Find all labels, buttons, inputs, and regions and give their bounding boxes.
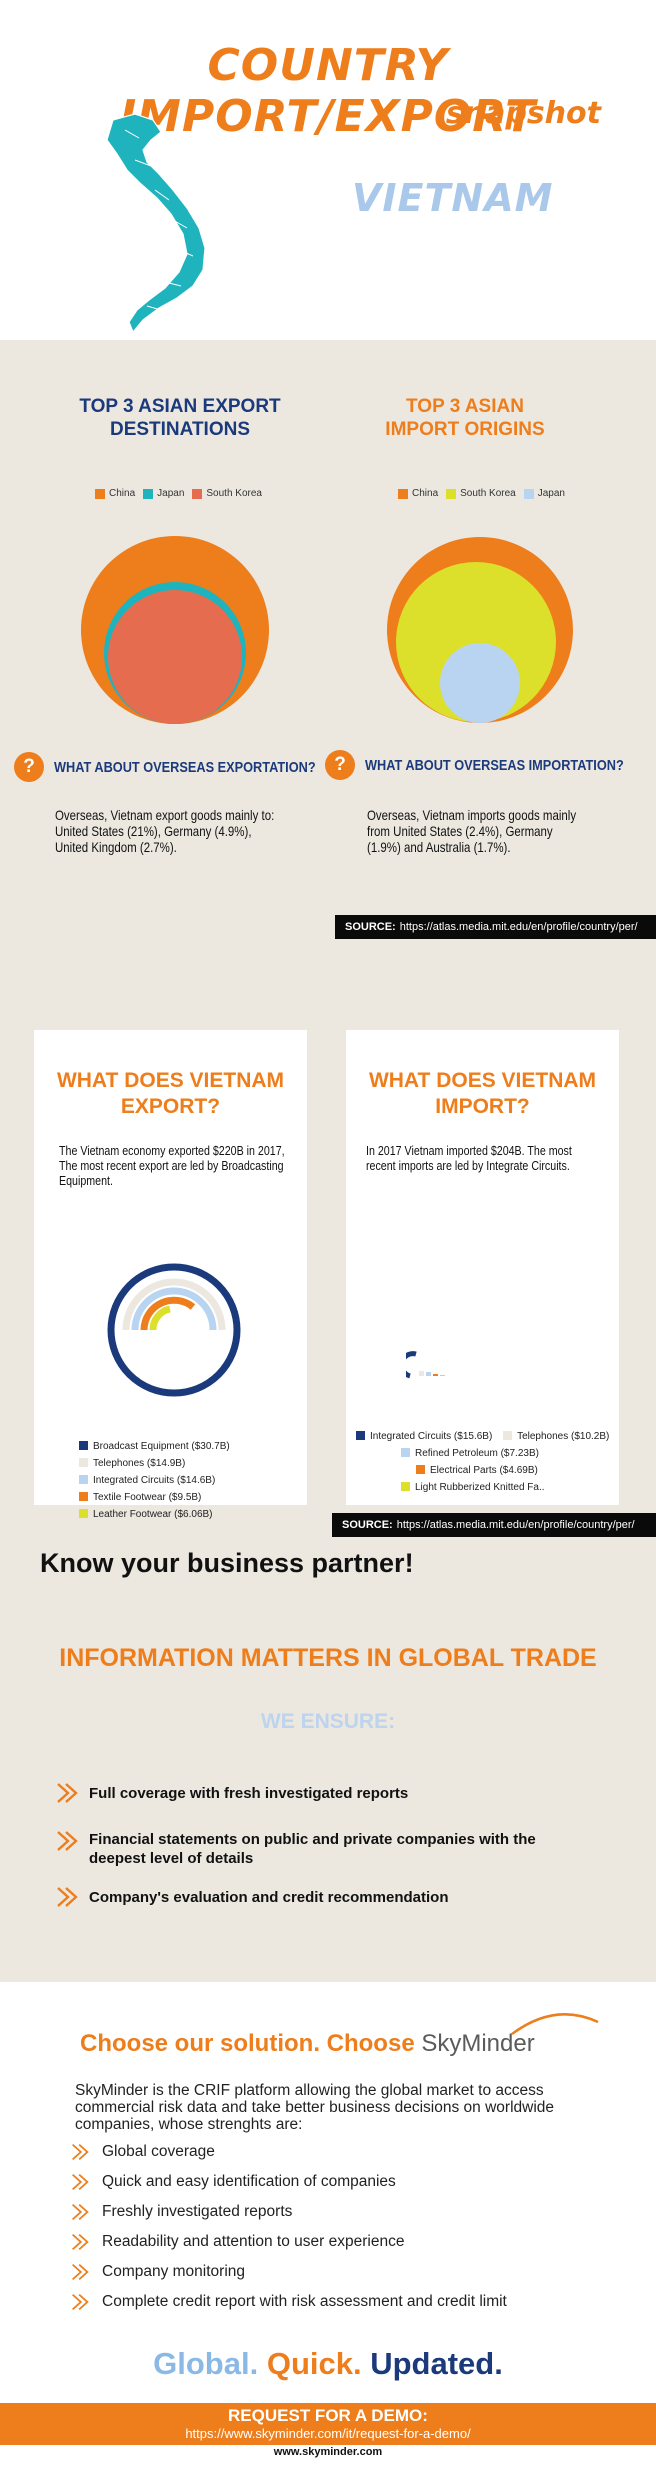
chevron-right-icon <box>72 2143 89 2161</box>
legend-item: China <box>95 488 135 499</box>
feature-item: Readability and attention to user experi… <box>70 2233 404 2251</box>
export-destinations-heading: TOP 3 ASIAN EXPORT DESTINATIONS <box>79 396 281 440</box>
legend-item: Light Rubberized Knitted Fa.. <box>356 1479 616 1496</box>
legend-swatch <box>143 488 154 499</box>
chevron-right-icon <box>72 2233 89 2251</box>
export-card-title: WHAT DOES VIETNAM EXPORT? <box>56 1069 285 1118</box>
information-matters-heading: INFORMATION MATTERS IN GLOBAL TRADE <box>59 1644 597 1672</box>
chevron-right-icon <box>57 1783 78 1803</box>
products-section: WHAT DOES VIETNAM EXPORT? The Vietnam ec… <box>0 960 656 1550</box>
ensure-item: Financial statements on public and priva… <box>55 1830 589 1868</box>
legend-item: Telephones ($10.2B) <box>503 1431 609 1442</box>
bubble-south-korea <box>108 590 242 724</box>
import-card: WHAT DOES VIETNAM IMPORT? In 2017 Vietna… <box>346 1030 619 1505</box>
import-overseas-text: Overseas, Vietnam imports goods mainly f… <box>367 807 577 855</box>
header-section: COUNTRY IMPORT/EXPORT snapshot VIETNAM <box>0 0 656 340</box>
top3-section: TOP 3 ASIAN EXPORT DESTINATIONS China Ja… <box>0 340 656 960</box>
source-bar: SOURCE: https://atlas.media.mit.edu/en/p… <box>332 1513 656 1537</box>
legend-item: Refined Petroleum ($7.23B) <box>356 1445 616 1462</box>
feature-item: Complete credit report with risk assessm… <box>70 2293 507 2311</box>
ring-broadcast-equipment <box>107 1263 241 1397</box>
request-demo-label: REQUEST FOR A DEMO: <box>228 2406 428 2425</box>
bar-refined-petroleum <box>426 1372 431 1376</box>
import-radial-chart <box>406 1351 445 1379</box>
feature-item: Freshly investigated reports <box>70 2203 292 2221</box>
legend-item: Textile Footwear ($9.5B) <box>79 1489 230 1506</box>
page-title: COUNTRY IMPORT/EXPORT <box>119 40 537 142</box>
arc-textile-footwear <box>140 1296 196 1331</box>
legend-item: Integrated Circuits ($14.6B) <box>79 1472 230 1489</box>
legend-swatch <box>192 488 203 499</box>
ensure-item: Company's evaluation and credit recommen… <box>55 1886 589 1908</box>
chevron-right-icon <box>72 2263 89 2281</box>
skyminder-logo: SkyMinder <box>421 2030 535 2057</box>
legend-swatch <box>95 488 105 499</box>
legend-item: Integrated Circuits ($15.6B) <box>356 1431 492 1442</box>
legend-item: Japan <box>143 488 184 499</box>
export-card: WHAT DOES VIETNAM EXPORT? The Vietnam ec… <box>34 1030 307 1520</box>
legend-swatch <box>398 488 408 499</box>
arc-telephones <box>122 1278 226 1331</box>
export-card-text: The Vietnam economy exported $220B in 20… <box>59 1143 285 1188</box>
arc-integrated-circuits <box>406 1351 417 1379</box>
import-bubble-chart <box>387 537 573 723</box>
legend-item: Leather Footwear ($6.06B) <box>79 1506 230 1523</box>
bubble-japan <box>440 643 520 723</box>
import-legend: China South Korea Japan <box>398 488 565 499</box>
legend-item: China <box>398 488 438 499</box>
export-question: ? WHAT ABOUT OVERSEAS EXPORTATION? <box>14 752 362 782</box>
legend-item: Japan <box>523 488 565 499</box>
choose-solution-heading: Choose our solution. Choose SkyMinder <box>80 2030 535 2057</box>
export-product-legend: Broadcast Equipment ($30.7B) Telephones … <box>79 1438 230 1523</box>
country-name: VIETNAM <box>352 176 554 220</box>
know-partner-heading: Know your business partner! <box>40 1548 414 1578</box>
bar-telephones <box>419 1371 424 1376</box>
chevron-right-icon <box>57 1831 78 1851</box>
source-link[interactable]: https://atlas.media.mit.edu/en/profile/c… <box>399 921 638 933</box>
vietnam-map-icon <box>106 113 206 334</box>
ensure-item: Full coverage with fresh investigated re… <box>55 1782 589 1804</box>
we-ensure-heading: WE ENSURE: <box>260 1710 396 1733</box>
bar-light-rubberized <box>440 1375 445 1376</box>
source-bar: SOURCE: https://atlas.media.mit.edu/en/p… <box>335 915 656 939</box>
import-origins-heading: TOP 3 ASIAN IMPORT ORIGINS <box>385 396 545 440</box>
legend-item: South Korea <box>192 488 262 499</box>
request-demo-link[interactable]: https://www.skyminder.com/it/request-for… <box>185 2426 471 2441</box>
feature-item: Quick and easy identification of compani… <box>70 2173 396 2191</box>
question-icon: ? <box>14 752 44 782</box>
import-card-text: In 2017 Vietnam imported $204B. The most… <box>366 1143 572 1173</box>
export-legend: China Japan South Korea <box>95 488 262 499</box>
chevron-right-icon <box>72 2293 89 2311</box>
chevron-right-icon <box>72 2173 89 2191</box>
arc-leather-footwear <box>149 1305 171 1331</box>
feature-item: Company monitoring <box>70 2263 245 2281</box>
slogan: Global. Quick. Updated. <box>153 2346 503 2381</box>
export-bubble-chart <box>81 536 269 724</box>
export-overseas-text: Overseas, Vietnam export goods mainly to… <box>55 807 275 855</box>
legend-item: Broadcast Equipment ($30.7B) <box>79 1438 230 1455</box>
import-card-title: WHAT DOES VIETNAM IMPORT? <box>368 1069 597 1118</box>
question-icon: ? <box>325 750 355 780</box>
solution-section <box>0 1982 656 2403</box>
chevron-right-icon <box>72 2203 89 2221</box>
chevron-right-icon <box>57 1887 78 1907</box>
source-link[interactable]: https://atlas.media.mit.edu/en/profile/c… <box>396 1519 635 1531</box>
legend-swatch <box>523 488 534 499</box>
legend-swatch <box>446 488 457 499</box>
bar-electrical-parts <box>433 1374 438 1376</box>
legend-item: South Korea <box>446 488 516 499</box>
trade-section <box>0 1550 656 1982</box>
request-demo-banner[interactable]: REQUEST FOR A DEMO: https://www.skyminde… <box>0 2403 656 2445</box>
page-subtitle: snapshot <box>445 96 601 131</box>
import-question: ? WHAT ABOUT OVERSEAS IMPORTATION? <box>325 750 656 780</box>
skyminder-description: SkyMinder is the CRIF platform allowing … <box>75 2082 555 2133</box>
import-product-legend: Integrated Circuits ($15.6B) Telephones … <box>356 1428 616 1496</box>
export-radial-chart <box>107 1263 241 1397</box>
legend-item: Telephones ($14.9B) <box>79 1455 230 1472</box>
legend-item: Electrical Parts ($4.69B) <box>356 1462 616 1479</box>
feature-item: Global coverage <box>70 2143 215 2161</box>
skyminder-logo-arc-icon <box>511 2013 599 2036</box>
footer-website-link[interactable]: www.skyminder.com <box>273 2446 383 2458</box>
arc-integrated-circuits <box>131 1287 217 1331</box>
